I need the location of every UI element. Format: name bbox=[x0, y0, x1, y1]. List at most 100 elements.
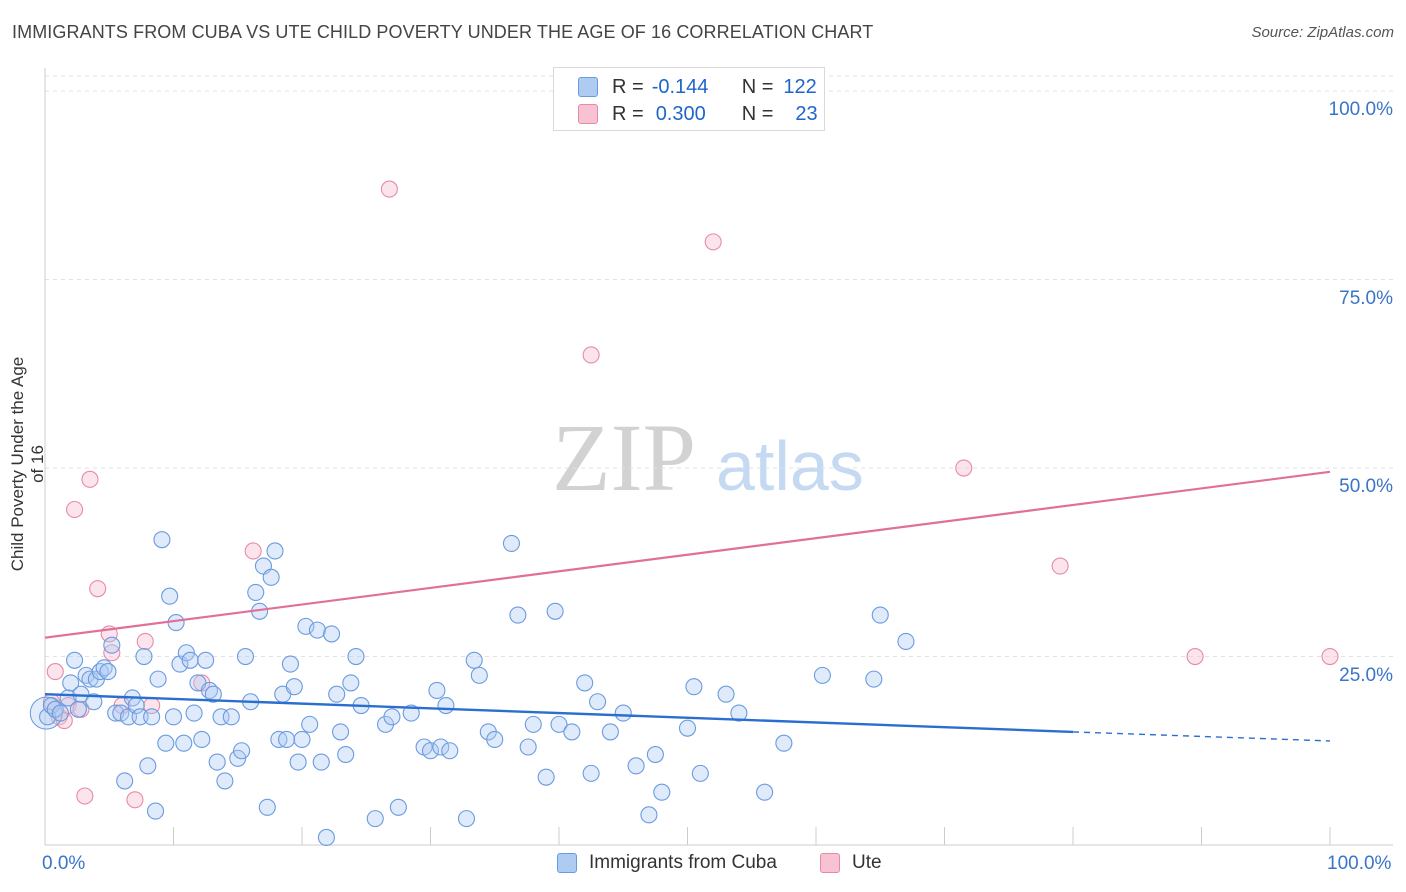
cuba-point bbox=[509, 606, 527, 624]
legend-n-label: N = bbox=[741, 75, 774, 98]
cuba-point bbox=[813, 666, 831, 684]
cuba-point bbox=[601, 723, 619, 741]
cuba-point bbox=[486, 730, 504, 749]
ute-point bbox=[1186, 647, 1204, 666]
cuba-point bbox=[308, 621, 326, 639]
cuba-point bbox=[685, 678, 703, 696]
cuba-trend-line bbox=[44, 693, 1074, 734]
cuba-point bbox=[135, 647, 153, 666]
cuba-point bbox=[627, 757, 645, 775]
cuba-point bbox=[278, 730, 296, 749]
cuba-point bbox=[537, 768, 555, 786]
cuba-point bbox=[582, 764, 600, 782]
cuba-point bbox=[293, 730, 311, 749]
cuba-point bbox=[161, 587, 179, 605]
cuba-point bbox=[640, 806, 658, 824]
cuba-point bbox=[266, 542, 284, 560]
y-tick-label: 25.0% bbox=[1339, 664, 1393, 686]
legend-r-value-cuba: -0.144 bbox=[651, 75, 709, 98]
cuba-point bbox=[116, 772, 134, 790]
cuba-point bbox=[112, 704, 130, 722]
legend-swatch-cuba bbox=[578, 77, 598, 97]
legend-n-label: N = bbox=[741, 102, 774, 125]
legend-row-cuba: R = -0.144 N = 122 bbox=[578, 74, 817, 100]
cuba-point bbox=[143, 708, 161, 726]
cuba-point bbox=[653, 783, 671, 801]
cuba-point bbox=[588, 693, 607, 711]
cuba-point bbox=[289, 753, 307, 771]
cuba-point bbox=[337, 745, 355, 764]
cuba-point bbox=[756, 783, 774, 801]
cuba-point bbox=[546, 602, 564, 620]
cuba-point bbox=[131, 708, 149, 726]
cuba-point bbox=[428, 681, 446, 699]
ute-point bbox=[126, 791, 144, 809]
cuba-point bbox=[775, 734, 793, 752]
cuba-point bbox=[865, 670, 883, 688]
cuba-point bbox=[204, 685, 222, 703]
cuba-point bbox=[281, 655, 299, 673]
ute-point bbox=[81, 470, 99, 488]
cuba-point bbox=[258, 798, 276, 816]
cuba-point bbox=[576, 674, 594, 692]
y-tick-label: 75.0% bbox=[1339, 287, 1393, 309]
cuba-point bbox=[247, 583, 265, 601]
ute-point bbox=[244, 542, 262, 560]
ute-point bbox=[136, 632, 154, 650]
legend-n-value-cuba: 122 bbox=[783, 75, 817, 98]
bottom-legend-label-cuba: Immigrants from Cuba bbox=[589, 852, 777, 873]
bottom-legend-swatch-cuba bbox=[557, 853, 577, 873]
cuba-point bbox=[262, 568, 280, 586]
legend-r-label: R = bbox=[612, 102, 644, 125]
cuba-point bbox=[301, 715, 319, 733]
cuba-point bbox=[441, 742, 459, 760]
cuba-point bbox=[347, 647, 365, 666]
axes bbox=[44, 68, 1393, 846]
cuba-point bbox=[317, 828, 335, 847]
cuba-point bbox=[614, 704, 632, 722]
bottom-legend-ute: Ute bbox=[820, 850, 882, 876]
cuba-point bbox=[871, 606, 889, 624]
cuba-point bbox=[730, 704, 748, 722]
cuba-point bbox=[691, 764, 709, 782]
ute-point bbox=[582, 346, 600, 364]
cuba-point bbox=[524, 715, 542, 733]
cuba-point bbox=[236, 647, 255, 666]
cuba-point bbox=[193, 730, 211, 749]
cuba-point bbox=[457, 810, 476, 828]
cuba-point bbox=[550, 715, 568, 733]
cuba-point bbox=[139, 757, 157, 775]
correlation-legend: R = -0.144 N = 122 R = 0.300 N = 23 bbox=[553, 67, 825, 131]
zipatlas-watermark: ZIP atlas bbox=[552, 404, 864, 511]
legend-row-ute: R = 0.300 N = 23 bbox=[578, 101, 818, 127]
ute-point bbox=[76, 787, 94, 805]
ute-point bbox=[46, 663, 64, 681]
cuba-point bbox=[432, 738, 450, 756]
cuba-point bbox=[389, 798, 407, 816]
cuba-point bbox=[465, 651, 483, 669]
legend-r-label: R = bbox=[612, 75, 644, 98]
chart-title: IMMIGRANTS FROM CUBA VS UTE CHILD POVERT… bbox=[12, 22, 874, 42]
cuba-point bbox=[323, 625, 341, 643]
ute-point bbox=[380, 180, 398, 198]
source-text: Source: ZipAtlas.com bbox=[1251, 24, 1394, 41]
bottom-legend-swatch-ute bbox=[820, 853, 840, 873]
x-tick-label-min: 0.0% bbox=[42, 853, 86, 874]
y-tick-label: 50.0% bbox=[1339, 476, 1393, 498]
cuba-point bbox=[502, 534, 521, 552]
legend-r-value-ute: 0.300 bbox=[655, 102, 706, 125]
cuba-point bbox=[146, 802, 165, 820]
ute-point bbox=[704, 233, 722, 251]
cuba-point bbox=[222, 708, 240, 726]
watermark-zip-text: ZIP bbox=[552, 404, 696, 511]
watermark-atlas-text: atlas bbox=[716, 427, 864, 505]
y-tick-label: 100.0% bbox=[1328, 99, 1393, 121]
x-tick-label-max: 100.0% bbox=[1327, 853, 1392, 874]
ute-trend-line bbox=[44, 470, 1331, 639]
cuba-point bbox=[85, 693, 103, 711]
cuba-point bbox=[62, 674, 80, 692]
cuba-point bbox=[157, 734, 175, 752]
cuba-trend-extension bbox=[1072, 731, 1331, 742]
cuba-point bbox=[285, 678, 303, 696]
